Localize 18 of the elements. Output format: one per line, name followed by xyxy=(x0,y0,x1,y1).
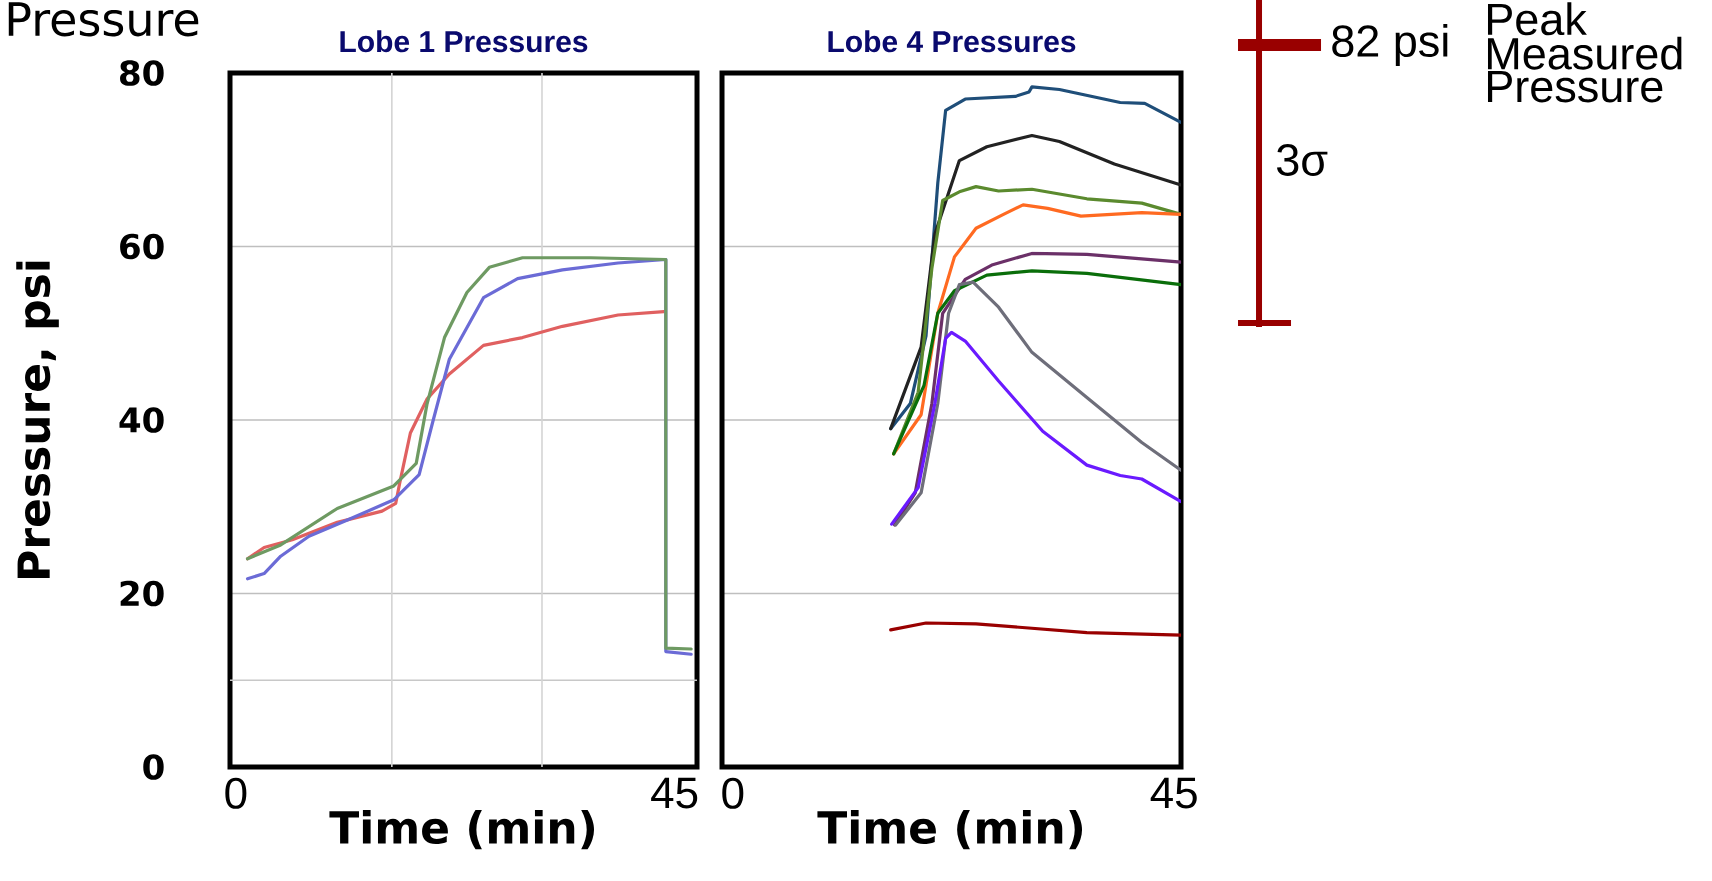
y-tick-label: 80 xyxy=(120,60,164,86)
x-tick-label: 0 xyxy=(225,777,247,809)
x-axis-title: Time (min) xyxy=(329,810,595,850)
text: 82 psi xyxy=(1332,24,1448,66)
x-axis-title: Time (min) xyxy=(817,810,1083,850)
y-tick-label: 40 xyxy=(119,407,164,433)
text: Peak Measured Pressure xyxy=(1487,2,1682,103)
x-tick-label: 45 xyxy=(651,777,698,809)
x-tick-label: 0 xyxy=(722,777,744,809)
text: 3σ xyxy=(1277,144,1328,176)
x-tick-label: 45 xyxy=(1150,777,1197,809)
chart-title: Lobe 4 Pressures xyxy=(828,30,1076,53)
text: Pressure xyxy=(8,2,199,37)
y-tick-label: 60 xyxy=(120,233,164,260)
y-axis-title: Pressure, psi xyxy=(16,261,59,578)
chart-title: Lobe 1 Pressures xyxy=(340,30,588,53)
y-tick-label: 0 xyxy=(143,754,164,780)
y-tick-label: 20 xyxy=(120,580,164,607)
